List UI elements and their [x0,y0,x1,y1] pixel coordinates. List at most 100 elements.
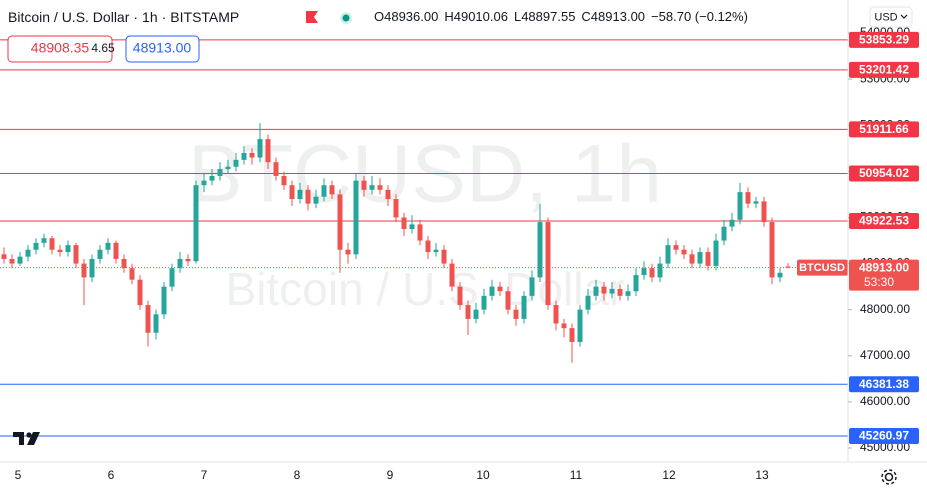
last-price-box [849,259,919,291]
candle-body [241,152,247,160]
candle-body [161,286,167,315]
level-label: 46381.38 [859,377,909,391]
candle-body [529,277,535,296]
header: Bitcoin / U.S. Dollar · 1h · BITSTAMP O48936… [7,6,913,63]
candle-body [217,169,223,176]
level-label-box [849,213,919,230]
candle-body [585,295,591,310]
candle-body [369,185,375,190]
candle-body [153,314,159,333]
candle-body [465,305,471,319]
candle-body [177,258,183,269]
candle-body [401,217,407,229]
candle-body [41,238,47,243]
buy-button[interactable] [125,35,200,63]
countdown: 53:30 [864,275,894,289]
candle-body [385,189,391,200]
candle-body [489,286,495,296]
legend-open: O48936.00 [374,9,438,24]
candle-body [609,288,615,294]
legend-close: C48913.00 [581,9,645,24]
candle-body [769,222,775,278]
x-tick-label: 6 [108,468,115,482]
level-label: 45260.97 [859,429,909,443]
candle-body [377,185,383,190]
bid-price[interactable]: 48908.35 [31,40,90,56]
candle-body [105,242,111,250]
exchange: BITSTAMP [170,9,239,25]
currency[interactable]: USD [874,11,897,23]
time-axis-labels: 5 6 7 8 9 10 11 12 13 [15,468,769,482]
candle-body [321,185,327,197]
last-price-label: 48913.00 [859,260,909,274]
gear-teeth[interactable] [881,469,897,485]
candle-body [225,166,231,170]
candle-body [345,249,351,255]
candle-body [209,175,215,181]
legend-low: L48897.55 [514,9,575,24]
candle-body [417,224,423,241]
candle-body [513,309,519,319]
candle-body [641,268,647,276]
separator: · [162,9,167,25]
candle-body [521,295,527,319]
candle-body [681,249,687,255]
candle-body [553,305,559,324]
candle-body [393,199,399,218]
level-label: 49922.53 [859,214,909,228]
candle-body [545,222,551,306]
status-dot [342,14,350,22]
candle-body [57,249,63,253]
candle-body [97,249,103,259]
currency-dropdown[interactable] [869,6,913,28]
candle-body [601,286,607,294]
dropdown-arrow [900,14,908,19]
level-label-box [849,376,919,393]
candle-body [233,159,239,167]
level-label: 51911.66 [859,122,909,136]
candle-body [433,249,439,253]
candle-body [137,279,143,306]
candle-body [257,139,263,158]
candle-body [753,201,759,204]
candle-body [649,268,655,278]
candle-body [561,323,567,329]
x-tick-label: 10 [476,468,490,482]
x-tick-label: 9 [387,468,394,482]
plot-area: BTCUSD [0,39,848,437]
candle-body [785,266,791,268]
y-tick-label: 47000.00 [860,348,910,362]
candle-body [665,245,671,264]
spread: 4.65 [91,41,115,55]
flag-icon[interactable] [306,11,318,23]
candle-body [185,258,191,262]
title: Bitcoin / U.S. Dollar [8,9,130,25]
x-tick-label: 11 [570,468,583,482]
settings-icon[interactable] [881,469,897,485]
candle-body [481,295,487,310]
level-label-box [849,121,919,138]
candle-body [17,256,23,264]
candle-body [697,252,703,264]
candle-body [505,291,511,310]
candle-body [9,258,15,264]
ask-price[interactable]: 48913.00 [133,40,192,56]
interval: 1h [142,9,158,25]
watermark: BTCUSD, 1h Bitcoin / U.S. Dollar [188,129,662,316]
candle-body [49,238,55,250]
level-label: 50954.02 [859,166,909,180]
sell-button[interactable] [7,35,113,63]
logo-part [26,432,32,438]
candle-body [593,286,599,296]
candle-body [537,222,543,278]
level-label-box [849,165,919,182]
candle-body [441,249,447,264]
candle-body [689,254,695,264]
candle-body [721,226,727,241]
candle-body [89,258,95,278]
gear-hub[interactable] [884,472,894,482]
candle-body [457,286,463,306]
candle-body [113,242,119,259]
price-axis-labels: 45000.0046000.0047000.0048000.0049000.00… [848,25,919,454]
